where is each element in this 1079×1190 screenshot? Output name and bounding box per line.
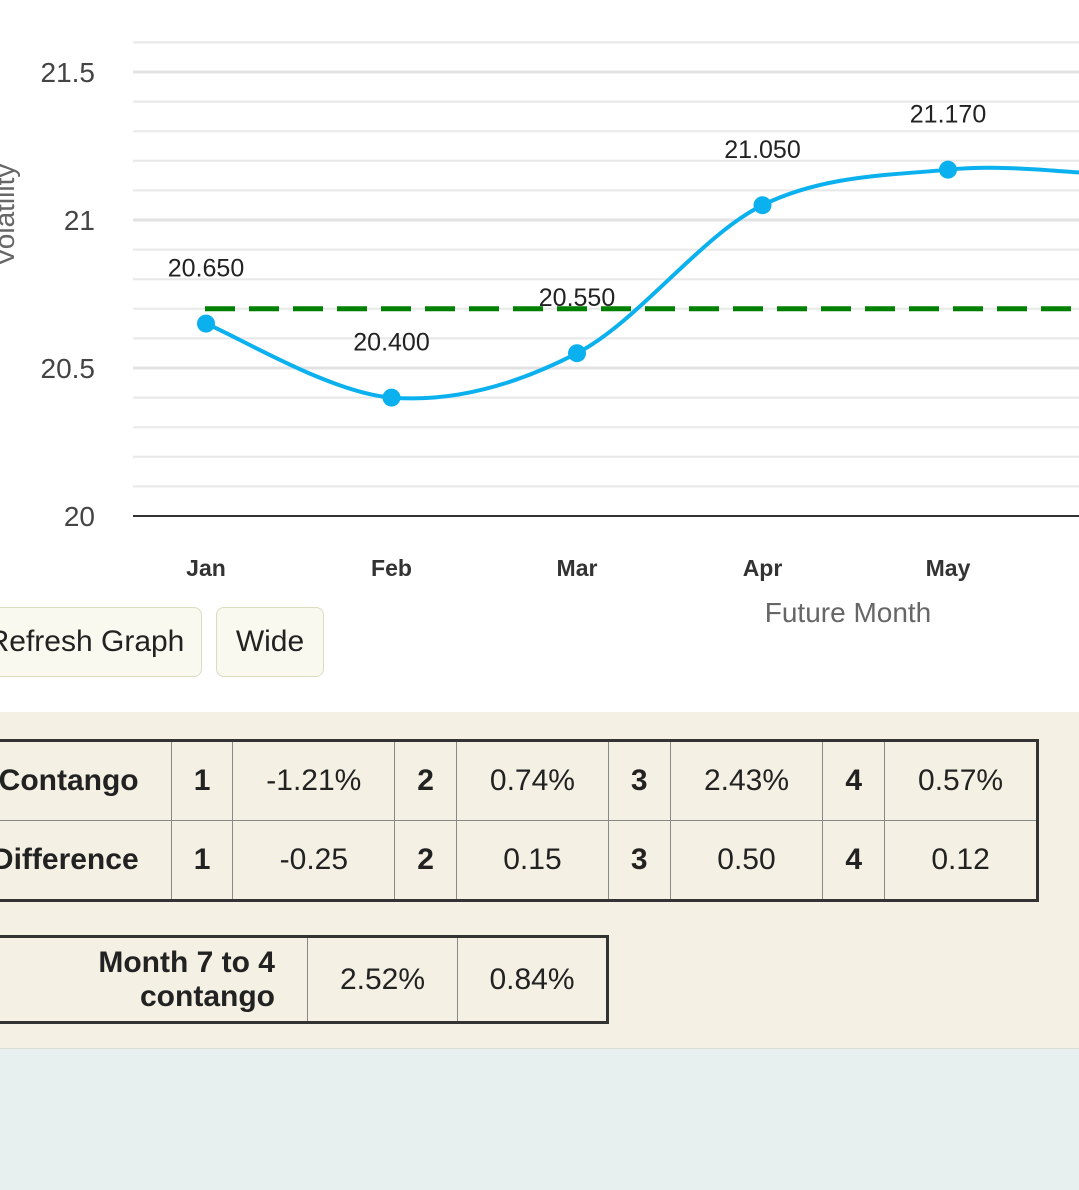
data-label: 21.170 [910,101,986,129]
contango-table: Contango 1 -1.21% 2 0.74% 3 2.43% 4 0.57… [0,739,1039,902]
y-tick-label: 21.5 [41,57,96,88]
table-cell: 0.74% [456,740,609,821]
y-tick-label: 20.5 [41,353,96,384]
table-cell: -1.21% [232,740,396,821]
table-cell: -0.25 [232,820,396,901]
data-point [939,160,957,179]
x-tick-label: Jan [186,555,226,581]
refresh-graph-button[interactable]: Refresh Graph [0,607,202,677]
x-axis-ticks: Jan Feb Mar Apr May [186,555,970,581]
table-cell: 0.12 [884,820,1038,901]
y-axis-ticks: 20 20.5 21 21.5 [41,57,96,532]
data-point [753,196,772,215]
table-cell: 3 [607,820,671,901]
grid-lines [133,41,1079,488]
y-axis-title: Volatility [0,164,20,267]
results-panel: Contango 1 -1.21% 2 0.74% 3 2.43% 4 0.57… [0,712,1079,1048]
table-cell: 0.84% [457,936,608,1023]
series-line [205,165,1079,401]
x-tick-label: Feb [371,555,412,581]
table-row: Contango 1 -1.21% 2 0.74% 3 2.43% 4 0.57… [0,740,1038,821]
x-tick-label: Apr [743,555,783,581]
volatility-chart: 20 20.5 21 21.5 20.650 20.400 20.550 21.050 21.… [0,41,1079,628]
data-point [382,388,401,407]
data-label: 20.650 [168,255,244,283]
summary-table: Month 7 to 4 contango 2.52% 0.84% [0,935,609,1024]
table-cell: 0.57% [884,740,1038,821]
data-label: 20.550 [539,284,615,312]
y-tick-label: 20 [64,501,95,532]
table-row: Difference 1 -0.25 2 0.15 3 0.50 4 0.12 [0,820,1038,901]
wide-button[interactable]: Wide [216,607,324,677]
x-tick-label: Mar [557,555,598,581]
table-cell: 0.50 [669,820,824,901]
row-label-contango: Contango [0,740,172,821]
table-cell: 1 [170,740,234,821]
data-label: 21.050 [724,136,800,164]
data-points: 20.650 20.400 20.550 21.050 21.170 [168,101,986,407]
table-cell: 4 [822,820,886,901]
table-cell: 1 [170,820,234,901]
table-row: Month 7 to 4 contango 2.52% 0.84% [0,936,608,1023]
page-footer [0,1048,1079,1190]
summary-label: Month 7 to 4 contango [0,936,308,1023]
row-label-difference: Difference [0,820,172,901]
table-cell: 0.15 [456,820,609,901]
x-axis-title: Future Month [765,597,932,628]
table-cell: 2 [394,820,458,901]
table-cell: 2.52% [307,936,458,1023]
y-tick-label: 21 [64,205,95,236]
data-point [568,344,586,363]
table-cell: 3 [607,740,671,821]
data-point [197,314,215,333]
x-tick-label: May [926,555,971,581]
table-cell: 2 [394,740,458,821]
table-cell: 2.43% [669,740,824,821]
data-label: 20.400 [353,329,429,357]
table-cell: 4 [822,740,886,821]
